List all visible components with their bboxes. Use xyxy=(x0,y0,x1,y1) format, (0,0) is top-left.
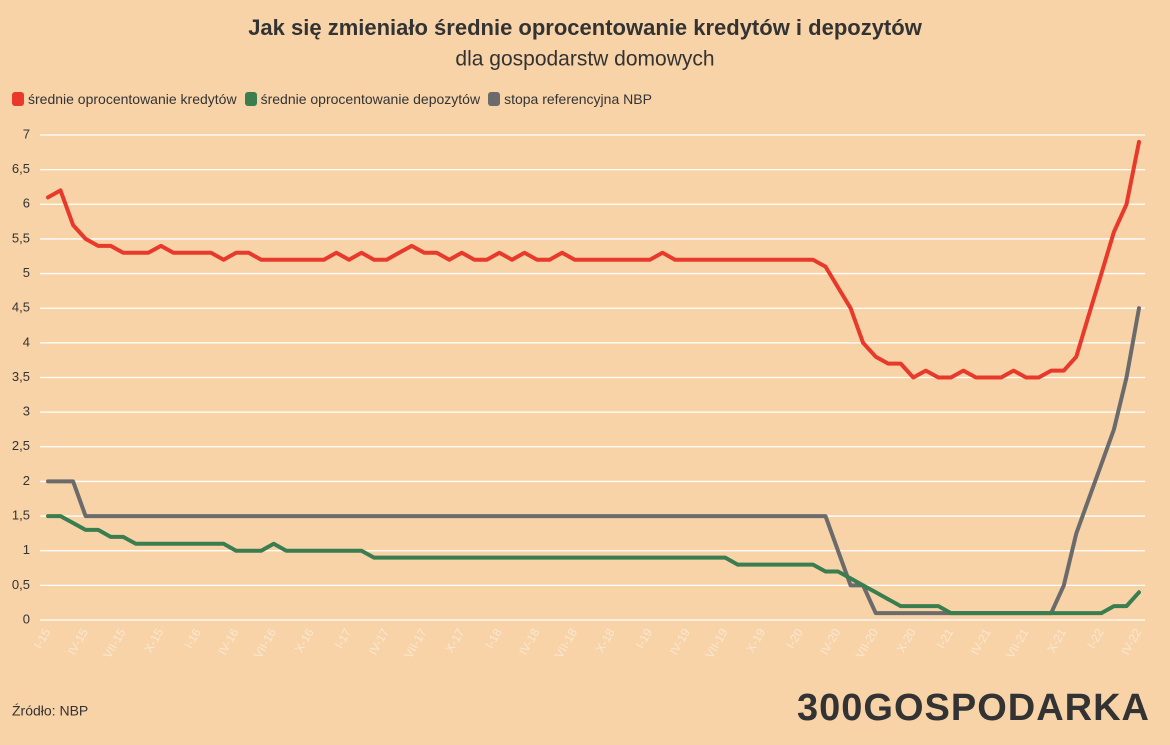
x-tick-label: VII-17 xyxy=(401,626,429,661)
x-tick-label: I-16 xyxy=(181,626,204,651)
y-tick-label: 4,5 xyxy=(12,300,30,315)
y-tick-label: 6 xyxy=(23,196,30,211)
y-tick-label: 2 xyxy=(23,473,30,488)
x-tick-label: IV-22 xyxy=(1118,626,1144,658)
x-tick-label: VII-16 xyxy=(251,626,279,661)
x-tick-label: IV-17 xyxy=(366,626,392,658)
legend-item: średnie oprocentowanie kredytów xyxy=(12,91,237,107)
x-tick-label: VII-15 xyxy=(100,626,128,661)
y-tick-label: 0,5 xyxy=(12,577,30,592)
x-tick-label: X-15 xyxy=(141,626,166,655)
x-tick-label: I-15 xyxy=(31,626,54,651)
x-tick-label: I-19 xyxy=(633,626,656,651)
y-tick-label: 1,5 xyxy=(12,508,30,523)
x-tick-label: X-18 xyxy=(593,626,618,655)
legend-swatch xyxy=(12,92,24,106)
x-tick-label: I-21 xyxy=(934,626,957,651)
legend-label: średnie oprocentowanie kredytów xyxy=(28,91,237,107)
x-tick-label: IV-16 xyxy=(215,626,241,658)
y-tick-label: 3 xyxy=(23,404,30,419)
legend-label: stopa referencyjna NBP xyxy=(504,91,652,107)
y-tick-label: 3,5 xyxy=(12,369,30,384)
x-tick-label: VII-20 xyxy=(853,626,881,661)
y-tick-label: 5 xyxy=(23,265,30,280)
x-tick-label: VII-19 xyxy=(702,626,730,661)
legend-swatch xyxy=(488,92,501,106)
x-tick-label: IV-20 xyxy=(817,626,843,658)
y-tick-label: 4 xyxy=(23,334,30,349)
x-tick-label: I-17 xyxy=(332,626,355,651)
x-tick-label: I-22 xyxy=(1084,626,1107,651)
line-series xyxy=(46,514,1141,616)
y-tick-label: 6,5 xyxy=(12,161,30,176)
legend: średnie oprocentowanie kredytów średnie o… xyxy=(12,91,652,107)
x-tick-label: X-16 xyxy=(292,626,317,655)
x-tick-label: X-17 xyxy=(442,626,467,655)
line-series xyxy=(46,139,1141,380)
y-tick-label: 1 xyxy=(23,542,30,557)
x-tick-label: X-20 xyxy=(894,626,919,655)
y-tick-label: 2,5 xyxy=(12,438,30,453)
x-tick-label: IV-15 xyxy=(65,626,91,658)
x-tick-label: VII-21 xyxy=(1003,626,1031,661)
x-tick-label: IV-21 xyxy=(968,626,994,658)
legend-item: stopa referencyjna NBP xyxy=(488,91,652,107)
y-tick-label: 7 xyxy=(23,126,30,141)
chart-title: Jak się zmieniało średnie oprocentowanie… xyxy=(248,15,923,40)
legend-swatch xyxy=(244,92,257,106)
source: Źródło: NBP xyxy=(12,703,88,719)
line-series xyxy=(46,306,1141,616)
y-tick-label: 0 xyxy=(23,611,30,626)
x-tick-label: VII-18 xyxy=(552,626,580,661)
x-tick-label: IV-19 xyxy=(667,626,693,658)
x-tick-label: IV-18 xyxy=(516,626,542,658)
legend-label: średnie oprocentowanie depozytów xyxy=(260,91,481,107)
logo: 300GOSPODARKA xyxy=(797,687,1150,729)
x-tick-label: I-18 xyxy=(482,626,505,651)
x-tick-label: I-20 xyxy=(783,626,806,651)
legend-item: średnie oprocentowanie depozytów xyxy=(244,91,481,107)
chart-subtitle: dla gospodarstw domowych xyxy=(455,48,714,71)
y-tick-label: 5,5 xyxy=(12,230,30,245)
x-tick-label: X-21 xyxy=(1044,626,1069,655)
x-tick-label: X-19 xyxy=(743,626,768,655)
